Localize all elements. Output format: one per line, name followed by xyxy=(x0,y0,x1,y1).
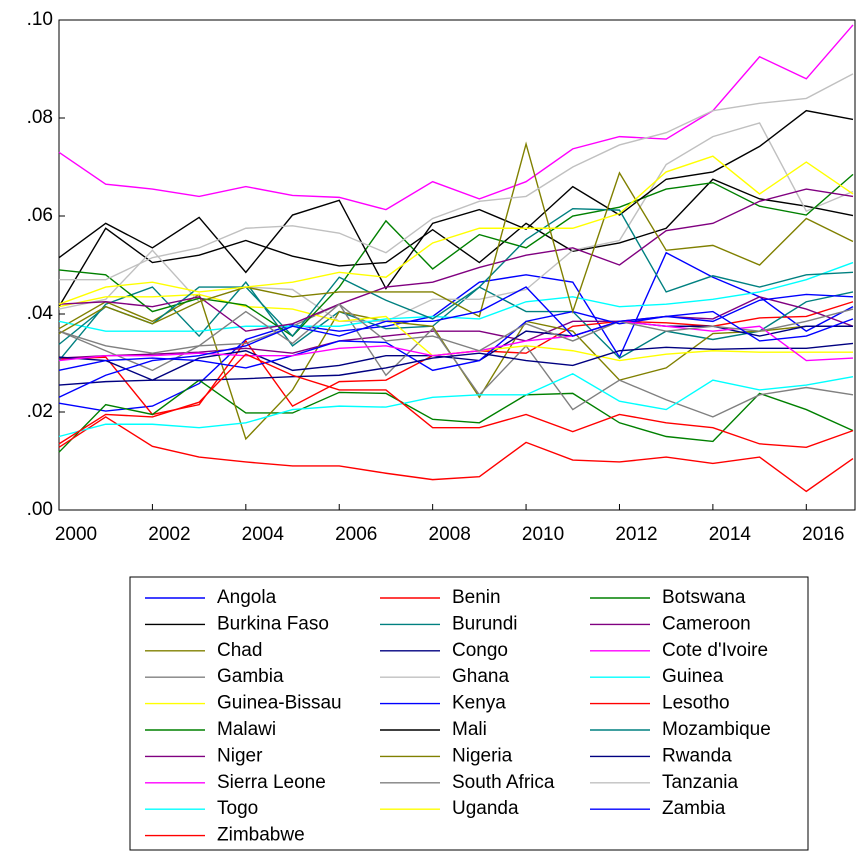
legend-label: Guinea-Bissau xyxy=(217,693,342,714)
y-tick-label: .00 xyxy=(27,499,53,520)
legend-label: Sierra Leone xyxy=(217,772,326,793)
legend-label: Mozambique xyxy=(662,719,771,740)
series-line xyxy=(58,303,854,354)
legend-label: Nigeria xyxy=(452,745,513,766)
legend-frame xyxy=(129,576,809,851)
y-tick-label: .06 xyxy=(27,205,53,226)
legend-label: Botswana xyxy=(662,587,746,608)
x-tick-label: 2014 xyxy=(709,524,752,545)
x-tick-label: 2012 xyxy=(615,524,657,545)
legend-label: Niger xyxy=(217,745,263,766)
series-line xyxy=(58,342,854,386)
x-tick-label: 2004 xyxy=(242,524,285,545)
series-line xyxy=(58,173,854,337)
legend-label: Zambia xyxy=(662,798,726,819)
legend-label: Burundi xyxy=(452,613,518,634)
series-line xyxy=(58,261,854,332)
series-line xyxy=(58,286,854,398)
legend-label: Chad xyxy=(217,640,262,661)
legend-label: Burkina Faso xyxy=(217,613,329,634)
legend-label: Cameroon xyxy=(662,613,751,634)
legend-label: Mali xyxy=(452,719,487,740)
legend-label: Malawi xyxy=(217,719,276,740)
series-line xyxy=(58,122,854,323)
x-tick-label: 2010 xyxy=(522,524,564,545)
series-line xyxy=(58,379,854,453)
legend-label: Tanzania xyxy=(662,772,738,793)
legend-label: Benin xyxy=(452,587,501,608)
series-line xyxy=(58,155,854,305)
legend-label: Congo xyxy=(452,640,508,661)
legend-label: Guinea xyxy=(662,666,724,687)
plot-frame xyxy=(58,19,856,511)
x-tick-label: 2006 xyxy=(335,524,377,545)
legend-label: Cote d'Ivoire xyxy=(662,640,768,661)
series-line xyxy=(58,353,854,448)
legend-label: Rwanda xyxy=(662,745,732,766)
legend-label: South Africa xyxy=(452,772,555,793)
series-line xyxy=(58,303,854,418)
series-line xyxy=(58,24,854,211)
series-line xyxy=(58,109,854,290)
series-line xyxy=(58,293,854,372)
legend-label: Gambia xyxy=(217,666,284,687)
y-tick-label: .02 xyxy=(27,401,53,422)
series-line xyxy=(58,281,854,361)
legend-label: Uganda xyxy=(452,798,519,819)
y-tick-label: .10 xyxy=(27,9,53,30)
series-line xyxy=(58,207,854,345)
series-line xyxy=(58,320,854,362)
series-line xyxy=(59,73,854,281)
series-line xyxy=(58,372,854,438)
series-line xyxy=(58,296,854,359)
series-line xyxy=(58,141,854,335)
x-tick-label: 2016 xyxy=(802,524,844,545)
legend-label: Lesotho xyxy=(662,693,730,714)
legend-label: Zimbabwe xyxy=(217,825,305,846)
series-line xyxy=(58,416,854,493)
x-tick-label: 2008 xyxy=(429,524,471,545)
legend-label: Togo xyxy=(217,798,258,819)
legend-label: Kenya xyxy=(452,693,506,714)
y-tick-label: .08 xyxy=(27,107,53,128)
x-tick-label: 2002 xyxy=(148,524,190,545)
series-line xyxy=(58,178,854,308)
legend-label: Angola xyxy=(217,587,277,608)
series-line xyxy=(58,188,854,332)
y-tick-label: .04 xyxy=(27,303,54,324)
series-line xyxy=(58,320,853,381)
x-tick-label: 2000 xyxy=(55,524,97,545)
legend-label: Ghana xyxy=(452,666,509,687)
